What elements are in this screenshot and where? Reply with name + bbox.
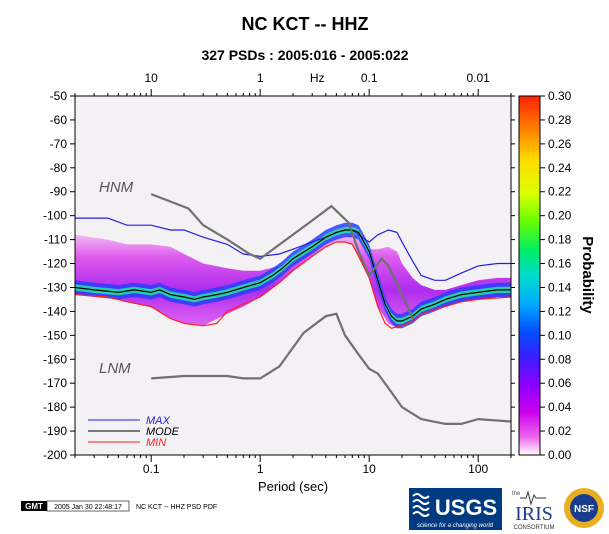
- colorbar-tick-label: 0.04: [548, 400, 572, 414]
- plot-area: -50 -60 -70 -80 -90 -100 -110 -120 -130 -140 -150 -…: [43, 71, 515, 494]
- top-axis-label: Hz: [310, 71, 325, 85]
- series-mode-line: [75, 229, 511, 322]
- hnm-label: HNM: [99, 179, 134, 196]
- y-tick-label: -100: [43, 209, 67, 223]
- colorbar-tick-label: 0.28: [548, 113, 572, 127]
- colorbar-tick-label: 0.26: [548, 137, 572, 151]
- colorbar-ticks: 0.30 0.28 0.26 0.24 0.22 0.20 0.18 0.16 0.14 0.12…: [540, 89, 572, 462]
- nsf-seal-text: NSF: [574, 504, 594, 515]
- probability-band: [75, 232, 511, 329]
- timestamp-box: [46, 500, 130, 512]
- y-tick-label: -90: [50, 185, 68, 199]
- colorbar-tick-label: 0.18: [548, 233, 572, 247]
- y-tick-label: -150: [43, 328, 67, 342]
- usgs-tagline: science for a changing world: [417, 523, 494, 529]
- footer-caption: NC KCT -- HHZ PSD PDF: [136, 504, 217, 511]
- x-tick-label: 100: [468, 462, 488, 476]
- usgs-logo-text: USGS: [435, 495, 497, 520]
- series-hnm-line: [150, 193, 414, 320]
- gmt-badge-box: [21, 501, 47, 511]
- y-tick-label: -60: [50, 113, 68, 127]
- timestamp: 2005 Jan 30 22:48:17: [54, 504, 122, 511]
- legend-mode-label: MODE: [146, 426, 180, 438]
- mode-ridge-core: [75, 226, 511, 325]
- probability-density-layer: [75, 222, 511, 329]
- legend-max-label: MAX: [146, 415, 171, 427]
- top-tick-label: 10: [145, 71, 159, 85]
- x-tick-label: 1: [257, 462, 264, 476]
- y-tick-label: -180: [43, 400, 67, 414]
- colorbar-tick-label: 0.06: [548, 376, 572, 390]
- mode-ridge-band: [75, 222, 511, 329]
- nsf-seal: NSF: [564, 488, 604, 528]
- chart-title: NC KCT -- HHZ: [242, 14, 369, 34]
- x-axis-label: Period (sec): [258, 479, 328, 494]
- colorbar-gradient: [518, 95, 541, 456]
- series-min-line: [75, 241, 511, 329]
- y-tick-label: -120: [43, 257, 67, 271]
- colorbar: 0.30 0.28 0.26 0.24 0.22 0.20 0.18 0.16 0.14 0.12…: [518, 89, 596, 462]
- iris-consortium: CONSORTIUM: [514, 525, 555, 531]
- y-tick-label: -170: [43, 376, 67, 390]
- colorbar-tick-label: 0.16: [548, 257, 572, 271]
- x-tick-label: 0.1: [143, 462, 160, 476]
- y-tick-label: -70: [50, 137, 68, 151]
- y-tick-label: -190: [43, 424, 67, 438]
- colorbar-tick-label: 0.24: [548, 161, 572, 175]
- x-tick-label: 10: [363, 462, 377, 476]
- colorbar-tick-label: 0.08: [548, 352, 572, 366]
- top-tick-label: 0.01: [467, 71, 491, 85]
- series-layer: [75, 193, 511, 425]
- colorbar-tick-label: 0.10: [548, 328, 572, 342]
- colorbar-tick-label: 0.02: [548, 424, 572, 438]
- y-tick-label: -50: [50, 89, 68, 103]
- y-tick-label: -130: [43, 280, 67, 294]
- chart-subtitle: 327 PSDs : 2005:016 - 2005:022: [201, 47, 408, 63]
- axes-layer: -50 -60 -70 -80 -90 -100 -110 -120 -130 -140 -150 -…: [43, 71, 515, 494]
- y-tick-label: -80: [50, 161, 68, 175]
- series-lnm-line: [151, 312, 511, 425]
- top-tick-label: 0.1: [361, 71, 378, 85]
- footer: GMT 2005 Jan 30 22:48:17 NC KCT -- HHZ P…: [21, 488, 604, 531]
- colorbar-tick-label: 0.20: [548, 209, 572, 223]
- iris-prefix: the: [512, 491, 521, 497]
- lnm-label: LNM: [99, 360, 131, 377]
- iris-logo: the IRIS CONSORTIUM: [512, 490, 555, 531]
- gmt-badge: GMT: [25, 502, 43, 511]
- top-tick-label: 1: [257, 71, 264, 85]
- y-tick-label: -110: [44, 233, 67, 247]
- legend: MAX MODE MIN: [88, 415, 180, 449]
- iris-logo-text: IRIS: [515, 503, 553, 525]
- colorbar-tick-label: 0.00: [548, 448, 572, 462]
- colorbar-tick-label: 0.12: [548, 304, 572, 318]
- colorbar-tick-label: 0.22: [548, 185, 572, 199]
- y-tick-label: -160: [43, 352, 67, 366]
- colorbar-tick-label: 0.14: [548, 280, 572, 294]
- y-tick-label: -200: [43, 448, 67, 462]
- usgs-logo: USGS science for a changing world: [409, 488, 502, 530]
- y-tick-label: -140: [43, 304, 67, 318]
- colorbar-tick-label: 0.30: [548, 89, 572, 103]
- colorbar-label: Probability: [579, 236, 596, 314]
- legend-min-label: MIN: [146, 437, 166, 449]
